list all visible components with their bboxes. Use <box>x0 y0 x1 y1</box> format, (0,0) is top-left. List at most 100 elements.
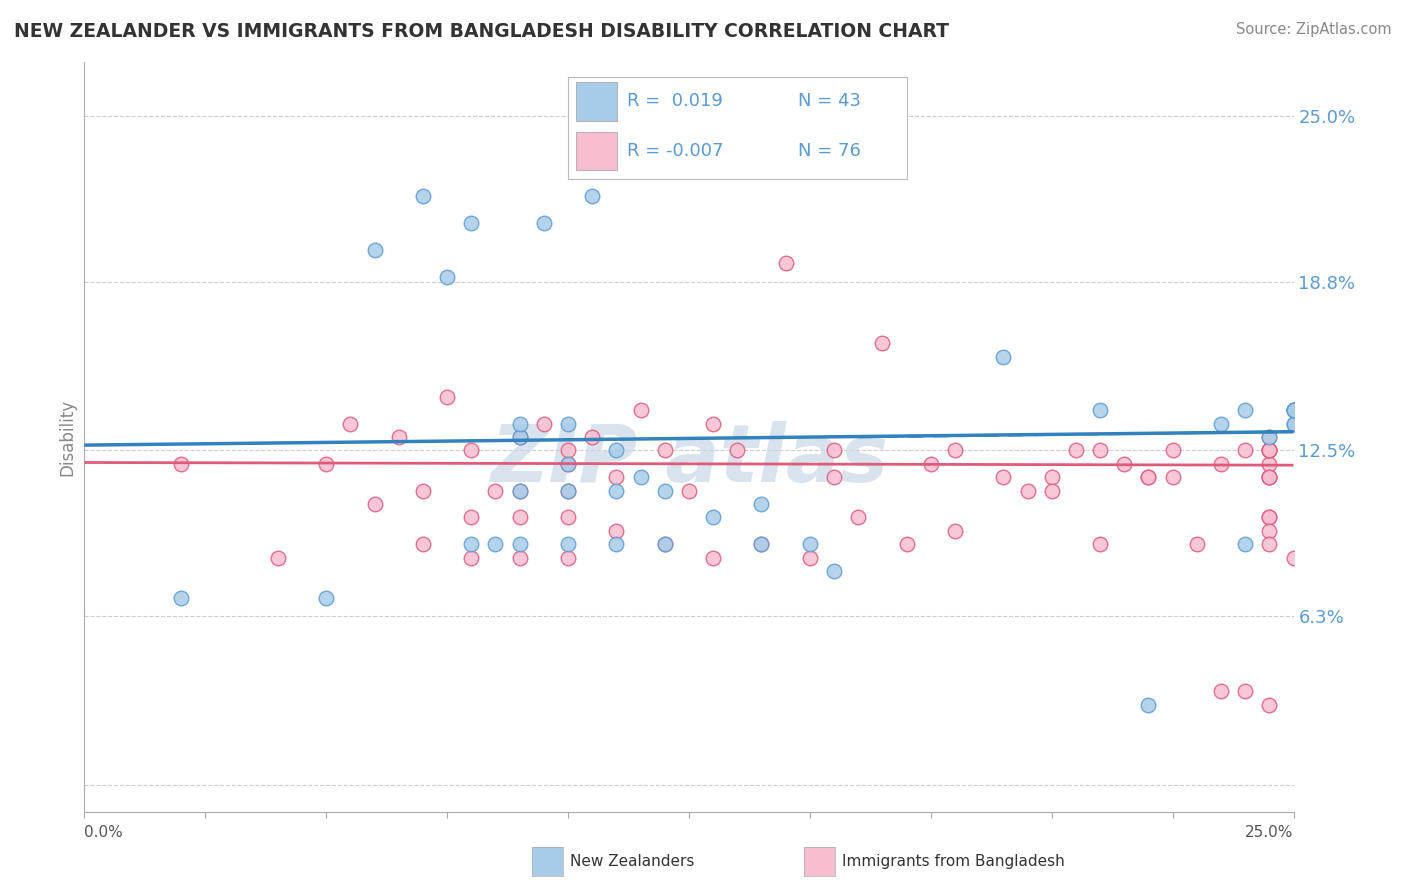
Point <box>460 537 482 551</box>
Point <box>339 417 361 431</box>
Point <box>557 483 579 498</box>
Point <box>1258 430 1281 444</box>
Text: 25.0%: 25.0% <box>1246 825 1294 840</box>
Point <box>654 537 676 551</box>
Point <box>1282 403 1305 417</box>
Text: NEW ZEALANDER VS IMMIGRANTS FROM BANGLADESH DISABILITY CORRELATION CHART: NEW ZEALANDER VS IMMIGRANTS FROM BANGLAD… <box>14 22 949 41</box>
Point <box>557 457 579 471</box>
Point <box>557 550 579 565</box>
Point <box>363 497 385 511</box>
Point <box>509 430 531 444</box>
Point <box>993 470 1015 484</box>
Text: Source: ZipAtlas.com: Source: ZipAtlas.com <box>1236 22 1392 37</box>
Point <box>1258 470 1281 484</box>
Point <box>557 457 579 471</box>
Point <box>1282 403 1305 417</box>
Point <box>1234 684 1257 698</box>
Point <box>1234 537 1257 551</box>
Point <box>1209 684 1232 698</box>
Point <box>509 550 531 565</box>
Text: Immigrants from Bangladesh: Immigrants from Bangladesh <box>842 855 1064 869</box>
Point <box>751 537 773 551</box>
Point <box>460 443 482 458</box>
Point <box>1017 483 1039 498</box>
Point <box>702 550 724 565</box>
Point <box>1137 698 1160 712</box>
Point <box>460 216 482 230</box>
Point <box>1161 443 1184 458</box>
Point <box>702 417 724 431</box>
Point <box>1282 417 1305 431</box>
Point <box>1064 443 1087 458</box>
Point <box>605 524 627 538</box>
Point <box>509 483 531 498</box>
Text: 0.0%: 0.0% <box>84 825 124 840</box>
Point <box>630 403 652 417</box>
Point <box>823 564 845 578</box>
Point <box>1137 470 1160 484</box>
Point <box>1234 403 1257 417</box>
Point <box>557 537 579 551</box>
Point <box>484 537 506 551</box>
Point <box>315 457 337 471</box>
Point <box>557 417 579 431</box>
Point <box>654 537 676 551</box>
Point <box>267 550 290 565</box>
Point <box>315 591 337 605</box>
Point <box>1209 457 1232 471</box>
Point <box>1040 483 1063 498</box>
Point <box>1282 417 1305 431</box>
Point <box>1258 443 1281 458</box>
Point <box>775 256 797 270</box>
Point <box>799 550 821 565</box>
Point <box>823 470 845 484</box>
Point <box>1258 443 1281 458</box>
Point <box>1282 550 1305 565</box>
Point <box>799 537 821 551</box>
Point <box>702 510 724 524</box>
Point <box>1234 443 1257 458</box>
Point <box>751 497 773 511</box>
Point <box>605 537 627 551</box>
Point <box>581 189 603 203</box>
Point <box>1258 430 1281 444</box>
Point <box>460 550 482 565</box>
Text: ZIP atlas: ZIP atlas <box>489 420 889 499</box>
Point <box>1088 443 1111 458</box>
Point <box>557 483 579 498</box>
Point <box>605 470 627 484</box>
Point <box>460 510 482 524</box>
Point <box>436 390 458 404</box>
Point <box>1137 470 1160 484</box>
Point <box>533 216 555 230</box>
Point <box>1258 443 1281 458</box>
Point <box>1258 470 1281 484</box>
Point <box>678 483 700 498</box>
Point <box>751 537 773 551</box>
Point <box>436 269 458 284</box>
Point <box>412 483 434 498</box>
Point <box>1209 417 1232 431</box>
Point <box>1282 403 1305 417</box>
Point <box>654 483 676 498</box>
Point <box>605 483 627 498</box>
Point <box>170 591 193 605</box>
Point <box>412 537 434 551</box>
Point <box>896 537 918 551</box>
Point <box>1258 510 1281 524</box>
Point <box>581 430 603 444</box>
Point <box>170 457 193 471</box>
Point <box>533 417 555 431</box>
Text: New Zealanders: New Zealanders <box>569 855 695 869</box>
Y-axis label: Disability: Disability <box>58 399 76 475</box>
Point <box>1040 470 1063 484</box>
Point <box>1258 537 1281 551</box>
Point <box>509 537 531 551</box>
Point <box>943 443 966 458</box>
Point <box>920 457 942 471</box>
Point <box>993 350 1015 364</box>
Point <box>605 443 627 458</box>
Point <box>1114 457 1136 471</box>
Point <box>1185 537 1208 551</box>
Point <box>1258 510 1281 524</box>
